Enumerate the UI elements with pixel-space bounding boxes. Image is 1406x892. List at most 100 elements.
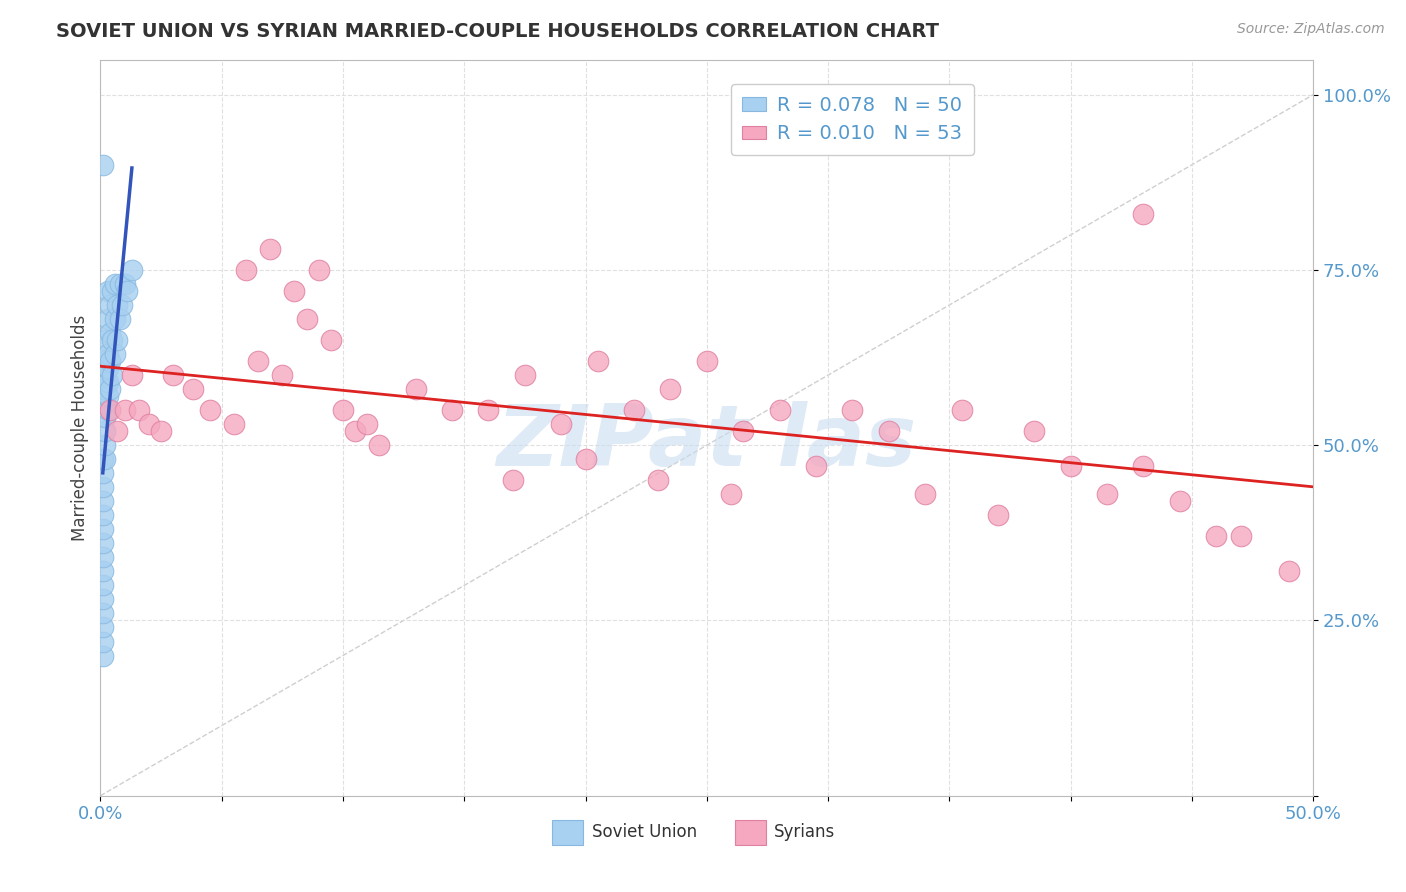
Point bbox=[1229, 529, 1251, 543]
Point bbox=[877, 424, 900, 438]
Point bbox=[111, 298, 134, 312]
Point bbox=[98, 354, 121, 368]
Point bbox=[98, 298, 121, 312]
Point bbox=[115, 284, 138, 298]
Point bbox=[513, 368, 536, 383]
Point bbox=[1132, 207, 1154, 221]
Point bbox=[477, 403, 499, 417]
Point bbox=[91, 508, 114, 523]
Point bbox=[97, 347, 120, 361]
Point bbox=[332, 403, 354, 417]
Point bbox=[104, 277, 127, 291]
Point bbox=[105, 298, 128, 312]
Point bbox=[128, 403, 150, 417]
Point bbox=[162, 368, 184, 383]
Text: SOVIET UNION VS SYRIAN MARRIED-COUPLE HOUSEHOLDS CORRELATION CHART: SOVIET UNION VS SYRIAN MARRIED-COUPLE HO… bbox=[56, 22, 939, 41]
Point bbox=[259, 242, 281, 256]
Point bbox=[108, 312, 131, 326]
Point bbox=[91, 467, 114, 481]
Point bbox=[733, 424, 755, 438]
Point bbox=[97, 361, 120, 376]
Point bbox=[94, 424, 117, 438]
Point bbox=[91, 648, 114, 663]
Point bbox=[550, 417, 572, 432]
Point bbox=[97, 403, 120, 417]
Point bbox=[308, 263, 330, 277]
Point bbox=[91, 578, 114, 592]
Point bbox=[91, 494, 114, 508]
Point bbox=[1132, 459, 1154, 474]
Point bbox=[94, 452, 117, 467]
Point bbox=[235, 263, 257, 277]
Text: Syrians: Syrians bbox=[775, 823, 835, 841]
Point bbox=[804, 459, 827, 474]
Point bbox=[914, 487, 936, 501]
Point bbox=[91, 592, 114, 607]
Point bbox=[295, 312, 318, 326]
Point bbox=[104, 347, 127, 361]
Point bbox=[623, 403, 645, 417]
Point bbox=[405, 382, 427, 396]
Text: Soviet Union: Soviet Union bbox=[592, 823, 696, 841]
Point bbox=[91, 565, 114, 579]
Point bbox=[91, 607, 114, 621]
Point bbox=[91, 158, 114, 172]
Point bbox=[720, 487, 742, 501]
Point bbox=[368, 438, 391, 452]
Y-axis label: Married-couple Households: Married-couple Households bbox=[72, 315, 89, 541]
Point bbox=[101, 368, 124, 383]
Point bbox=[94, 333, 117, 347]
Point bbox=[283, 284, 305, 298]
Point bbox=[91, 620, 114, 634]
Point bbox=[1168, 494, 1191, 508]
Point bbox=[150, 424, 173, 438]
Point bbox=[97, 284, 120, 298]
Point bbox=[98, 403, 121, 417]
Point bbox=[94, 438, 117, 452]
Point bbox=[91, 550, 114, 565]
Point bbox=[1060, 459, 1083, 474]
Point bbox=[696, 354, 718, 368]
Point bbox=[91, 452, 114, 467]
Point bbox=[121, 263, 143, 277]
Point bbox=[94, 368, 117, 383]
Point bbox=[138, 417, 160, 432]
Point bbox=[502, 473, 524, 487]
Point bbox=[841, 403, 863, 417]
Point bbox=[94, 382, 117, 396]
Point bbox=[91, 522, 114, 536]
Point bbox=[441, 403, 464, 417]
Point bbox=[1205, 529, 1227, 543]
Point bbox=[94, 410, 117, 425]
Point bbox=[108, 277, 131, 291]
Point bbox=[98, 382, 121, 396]
Point bbox=[1095, 487, 1118, 501]
Point bbox=[222, 417, 245, 432]
Point bbox=[97, 312, 120, 326]
Point bbox=[104, 312, 127, 326]
Point bbox=[98, 326, 121, 340]
Point bbox=[271, 368, 294, 383]
Point bbox=[91, 536, 114, 550]
Point bbox=[574, 452, 596, 467]
Point bbox=[950, 403, 973, 417]
Point bbox=[319, 333, 342, 347]
Point bbox=[114, 403, 136, 417]
Text: ZIPat las: ZIPat las bbox=[496, 401, 917, 483]
Point bbox=[247, 354, 270, 368]
Point bbox=[987, 508, 1010, 523]
Point bbox=[181, 382, 204, 396]
Point bbox=[659, 382, 682, 396]
Point bbox=[105, 424, 128, 438]
Point bbox=[356, 417, 378, 432]
Point bbox=[768, 403, 790, 417]
Point bbox=[91, 634, 114, 648]
Point bbox=[1278, 565, 1301, 579]
Point bbox=[101, 284, 124, 298]
Point bbox=[94, 396, 117, 410]
Point bbox=[114, 277, 136, 291]
Point bbox=[121, 368, 143, 383]
Point bbox=[94, 354, 117, 368]
Point bbox=[97, 375, 120, 389]
Point bbox=[198, 403, 221, 417]
